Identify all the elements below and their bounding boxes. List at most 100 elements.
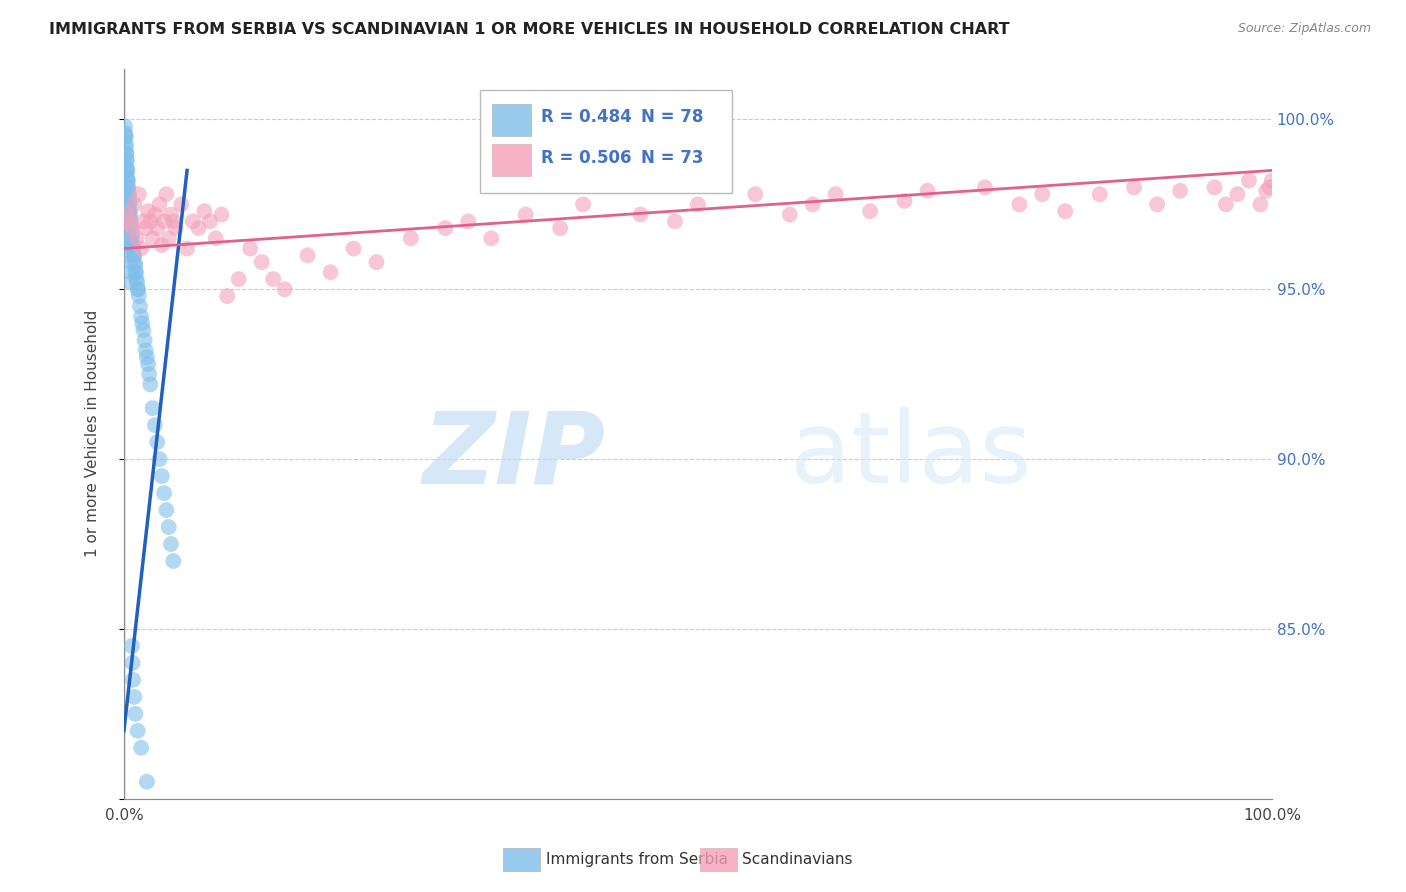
Point <box>1249 197 1271 211</box>
Point <box>146 435 169 450</box>
Point <box>121 639 143 653</box>
Point <box>134 333 156 347</box>
Point <box>859 204 882 219</box>
Point <box>124 259 146 273</box>
Point <box>120 221 142 235</box>
Point <box>143 418 166 433</box>
Point <box>129 242 152 256</box>
Point <box>801 197 824 211</box>
Point <box>148 452 170 467</box>
Point <box>1226 187 1249 202</box>
Point <box>548 221 571 235</box>
Point <box>127 282 149 296</box>
Y-axis label: 1 or more Vehicles in Household: 1 or more Vehicles in Household <box>86 310 100 558</box>
Point <box>120 214 142 228</box>
Point <box>319 265 342 279</box>
Point <box>157 520 180 534</box>
Point <box>153 486 176 500</box>
Point <box>150 238 173 252</box>
Point <box>115 139 138 153</box>
Point <box>114 136 136 151</box>
Point <box>118 204 141 219</box>
Point <box>744 187 766 202</box>
Point <box>162 214 184 228</box>
Point <box>170 197 193 211</box>
Point <box>973 180 995 194</box>
Point <box>114 120 136 134</box>
Point <box>117 180 139 194</box>
Point <box>115 146 138 161</box>
Point <box>273 282 295 296</box>
Point <box>115 153 138 168</box>
Text: N = 73: N = 73 <box>641 149 703 168</box>
Point <box>120 248 142 262</box>
Point <box>132 323 155 337</box>
Point <box>117 170 139 185</box>
Point <box>630 208 652 222</box>
Point <box>1146 197 1168 211</box>
Point <box>129 740 152 755</box>
Point <box>515 208 537 222</box>
Point <box>135 774 157 789</box>
Point <box>122 242 145 256</box>
Point <box>114 126 136 140</box>
Point <box>1204 180 1226 194</box>
Point <box>120 276 142 290</box>
Point <box>120 208 142 222</box>
Point <box>1008 197 1031 211</box>
Point <box>118 214 141 228</box>
FancyBboxPatch shape <box>479 90 733 193</box>
Point <box>136 204 159 219</box>
Text: atlas: atlas <box>790 407 1032 504</box>
Point <box>118 214 141 228</box>
Point <box>342 242 364 256</box>
Point <box>115 153 138 168</box>
Point <box>121 238 143 252</box>
Text: Immigrants from Serbia: Immigrants from Serbia <box>546 853 727 867</box>
Text: R = 0.506: R = 0.506 <box>541 149 631 168</box>
Point <box>117 187 139 202</box>
Point <box>122 673 145 687</box>
Point <box>118 187 141 202</box>
Point <box>142 401 165 416</box>
Point <box>142 231 165 245</box>
Point <box>117 173 139 187</box>
Point <box>128 187 150 202</box>
Point <box>1261 173 1284 187</box>
Point <box>135 221 157 235</box>
Point <box>297 248 319 262</box>
Point <box>143 208 166 222</box>
Point <box>1031 187 1053 202</box>
Point <box>114 129 136 144</box>
Text: N = 78: N = 78 <box>641 109 703 127</box>
Point <box>117 173 139 187</box>
Point <box>118 194 141 208</box>
Point <box>176 242 198 256</box>
Point <box>162 554 184 568</box>
Point <box>117 208 139 222</box>
Point <box>122 690 145 704</box>
Point <box>1256 184 1278 198</box>
Point <box>157 231 180 245</box>
Point <box>160 208 183 222</box>
Point <box>824 187 846 202</box>
Point <box>1215 197 1237 211</box>
Point <box>686 197 709 211</box>
Point <box>1168 184 1191 198</box>
Point <box>125 231 148 245</box>
Point <box>664 214 686 228</box>
Point <box>135 343 157 358</box>
Point <box>122 248 145 262</box>
Point <box>121 656 143 670</box>
Point <box>122 197 145 211</box>
Point <box>150 469 173 483</box>
Point <box>217 289 239 303</box>
Point <box>117 180 139 194</box>
Point <box>120 255 142 269</box>
Point <box>155 187 177 202</box>
Point <box>121 221 143 235</box>
Point <box>155 503 177 517</box>
Point <box>128 289 150 303</box>
Point <box>250 255 273 269</box>
Text: IMMIGRANTS FROM SERBIA VS SCANDINAVIAN 1 OR MORE VEHICLES IN HOUSEHOLD CORRELATI: IMMIGRANTS FROM SERBIA VS SCANDINAVIAN 1… <box>49 22 1010 37</box>
